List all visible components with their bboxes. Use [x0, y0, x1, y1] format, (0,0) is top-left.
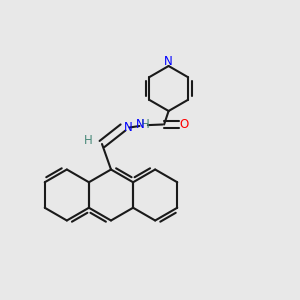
- Text: H: H: [84, 134, 93, 148]
- Text: H: H: [140, 118, 149, 131]
- Text: O: O: [180, 118, 189, 131]
- Text: N: N: [124, 121, 133, 134]
- Text: N: N: [164, 55, 173, 68]
- Text: N: N: [136, 118, 145, 131]
